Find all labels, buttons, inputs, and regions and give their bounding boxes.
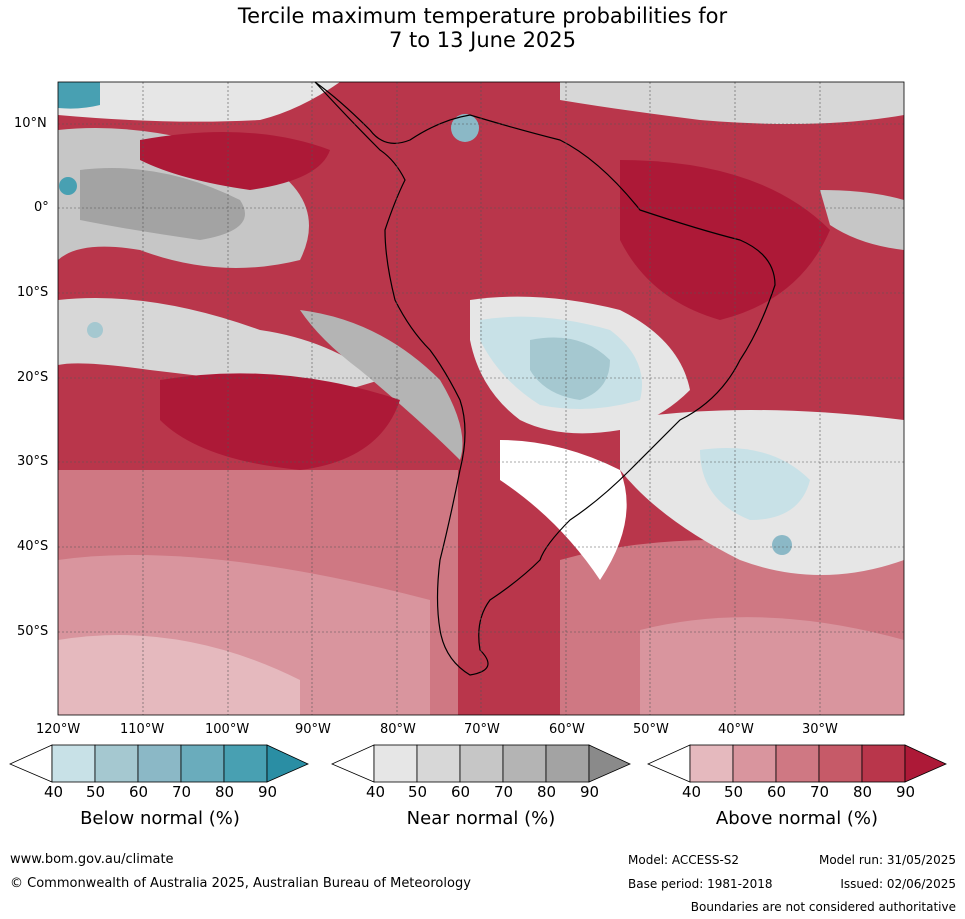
- colorbar-near: [331, 744, 631, 783]
- title-line-1: Tercile maximum temperature probabilitie…: [237, 4, 728, 28]
- cb-below-tick-60: 60: [129, 783, 149, 801]
- probability-field: [58, 82, 904, 715]
- lat-tick-20s: 20°S: [17, 370, 49, 385]
- title-line-2: 7 to 13 June 2025: [388, 28, 577, 52]
- cb-near-tick-70: 70: [494, 783, 514, 801]
- cb-above-tick-90: 90: [896, 783, 916, 801]
- footer-issued: Issued: 02/06/2025: [840, 877, 956, 891]
- cb-above-tick-50: 50: [724, 783, 744, 801]
- map-title: Tercile maximum temperature probabilitie…: [0, 4, 965, 52]
- lon-tick-40w: 40°W: [718, 722, 754, 737]
- cb-near-tick-50: 50: [408, 783, 428, 801]
- lon-tick-80w: 80°W: [380, 722, 416, 737]
- footer-model-run: Model run: 31/05/2025: [818, 853, 956, 867]
- lon-tick-30w: 30°W: [802, 722, 838, 737]
- cb-near-tick-60: 60: [451, 783, 471, 801]
- cb-below-tick-80: 80: [215, 783, 235, 801]
- cb-near-tick-40: 40: [366, 783, 386, 801]
- lon-tick-100w: 100°W: [205, 722, 250, 737]
- footer-website: www.bom.gov.au/climate: [10, 852, 174, 867]
- gridlines: [58, 82, 904, 715]
- lat-tick-10n: 10°N: [14, 116, 47, 131]
- cb-above-tick-70: 70: [810, 783, 830, 801]
- lon-tick-120w: 120°W: [36, 722, 81, 737]
- lat-tick-0: 0°: [34, 200, 49, 215]
- lat-tick-30s: 30°S: [17, 454, 49, 469]
- cb-below-tick-90: 90: [258, 783, 278, 801]
- cb-below-tick-50: 50: [86, 783, 106, 801]
- cb-above-tick-80: 80: [853, 783, 873, 801]
- lat-tick-10s: 10°S: [17, 285, 49, 300]
- lat-tick-50s: 50°S: [17, 624, 49, 639]
- lon-tick-50w: 50°W: [633, 722, 669, 737]
- cb-above-tick-60: 60: [767, 783, 787, 801]
- cb-above-label: Above normal (%): [715, 808, 879, 829]
- map-frame: [57, 81, 905, 716]
- footer-model: Model: ACCESS-S2: [628, 853, 740, 867]
- cb-above-tick-40: 40: [682, 783, 702, 801]
- lon-tick-60w: 60°W: [549, 722, 585, 737]
- cb-near-label: Near normal (%): [406, 808, 556, 829]
- lon-tick-110w: 110°W: [120, 722, 165, 737]
- cb-below-tick-70: 70: [172, 783, 192, 801]
- lat-tick-40s: 40°S: [17, 539, 49, 554]
- footer-copyright: © Commonwealth of Australia 2025, Austra…: [10, 876, 471, 891]
- cb-near-tick-90: 90: [580, 783, 600, 801]
- colorbar-above: [647, 744, 947, 783]
- cb-below-tick-40: 40: [44, 783, 64, 801]
- cb-near-tick-80: 80: [537, 783, 557, 801]
- lon-tick-90w: 90°W: [295, 722, 331, 737]
- cb-below-label: Below normal (%): [80, 808, 240, 829]
- footer-base-period: Base period: 1981-2018: [628, 877, 773, 891]
- colorbar-below: [9, 744, 309, 783]
- lon-tick-70w: 70°W: [464, 722, 500, 737]
- footer-disclaimer: Boundaries are not considered authoritat…: [690, 900, 956, 914]
